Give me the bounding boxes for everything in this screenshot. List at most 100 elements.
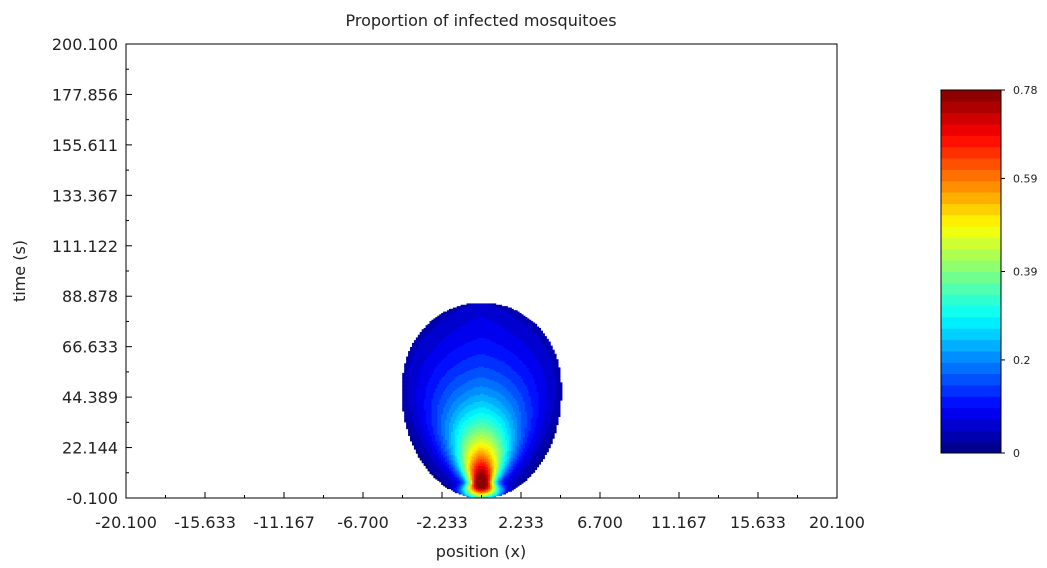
heatmap-cell [483,431,487,434]
heatmap-cell [458,443,462,446]
heatmap-cell [528,434,532,437]
heatmap-cell [462,412,466,415]
heatmap-cell [522,449,526,451]
heatmap-cell [480,424,483,427]
heatmap-cell [423,406,427,409]
heatmap-cell [474,491,477,494]
heatmap-cell [445,485,448,488]
heatmap-cell [478,483,481,485]
heatmap-cell [507,472,510,475]
heatmap-cell [433,424,436,427]
heatmap-cell [413,412,417,415]
heatmap-cell [417,412,421,415]
heatmap-cell [499,487,503,490]
heatmap-cell [520,431,524,434]
heatmap-cell [458,423,462,426]
heatmap-cell [458,461,462,464]
heatmap-cell [441,432,444,435]
heatmap-cell [538,435,541,438]
heatmap-cell [513,424,516,427]
heatmap-cell [518,463,522,466]
heatmap-cell [544,420,547,423]
heatmap-cell [433,476,436,479]
heatmap-cell [497,474,501,477]
heatmap-cell [505,434,508,437]
heatmap-cell [421,391,425,394]
heatmap-cell [429,468,433,471]
heatmap-cell [554,395,557,398]
heatmap-cell [499,454,503,457]
heatmap-cell [550,408,553,411]
heatmap-cell [450,459,454,462]
heatmap-cell [458,492,462,495]
heatmap-cell [460,488,464,491]
heatmap-cell [513,484,516,487]
heatmap-cell [466,409,470,412]
heatmap-cell [485,402,489,405]
heatmap-cell [513,419,516,422]
heatmap-cell [447,462,450,465]
heatmap-cell [433,409,436,412]
heatmap-cell [536,428,540,431]
heatmap-cell [518,461,522,464]
heatmap-cell [425,455,429,458]
heatmap-cell [505,454,508,457]
heatmap-cell [478,439,481,442]
heatmap-cell [468,483,471,485]
heatmap-cell [456,474,460,477]
heatmap-cell [456,451,460,454]
heatmap-cell [511,412,514,415]
heatmap-cell [503,420,506,423]
heatmap-cell [441,413,444,416]
heatmap-cell [485,488,489,491]
heatmap-cell [470,483,473,485]
heatmap-cell [433,397,436,400]
heatmap-cell [530,459,534,462]
heatmap-cell [485,461,489,464]
heatmap-cell [466,488,470,491]
heatmap-cell [410,397,413,400]
heatmap-cell [534,431,538,434]
heatmap-cell [454,450,458,453]
heatmap-cell [536,406,540,409]
heatmap-cell [546,402,549,405]
heatmap-cell [518,410,522,413]
heatmap-cell [406,404,409,407]
heatmap-cell [524,440,528,443]
heatmap-cell [478,453,481,456]
heatmap-cell [431,406,434,409]
heatmap-cell [472,429,475,432]
heatmap-cell [520,420,524,423]
heatmap-cell [517,415,520,417]
heatmap-cell [554,428,557,431]
heatmap-cell [431,436,434,439]
heatmap-cell [489,405,493,408]
heatmap-cell [458,412,462,415]
heatmap-cell [472,489,475,492]
heatmap-cell [472,415,475,417]
heatmap-cell [491,427,495,430]
heatmap-cell [448,469,452,472]
heatmap-cell [552,419,555,422]
heatmap-cell [524,402,528,405]
heatmap-cell [493,485,497,488]
heatmap-cell [427,435,431,438]
heatmap-cell [511,425,514,428]
heatmap-cell [503,454,506,457]
heatmap-cell [476,417,479,420]
heatmap-cell [478,405,481,408]
heatmap-cell [495,476,499,479]
heatmap-cell [542,443,545,446]
heatmap-cell [528,472,532,475]
heatmap-cell [460,408,464,411]
heatmap-cell [439,455,442,458]
heatmap-cell [524,395,528,398]
heatmap-cell [503,421,506,424]
heatmap-cell [536,451,540,454]
heatmap-cell [491,405,495,408]
heatmap-cell [458,462,462,465]
heatmap-cell [544,412,547,415]
heatmap-cell [497,483,501,485]
heatmap-cell [447,409,450,412]
heatmap-cell [423,435,427,438]
